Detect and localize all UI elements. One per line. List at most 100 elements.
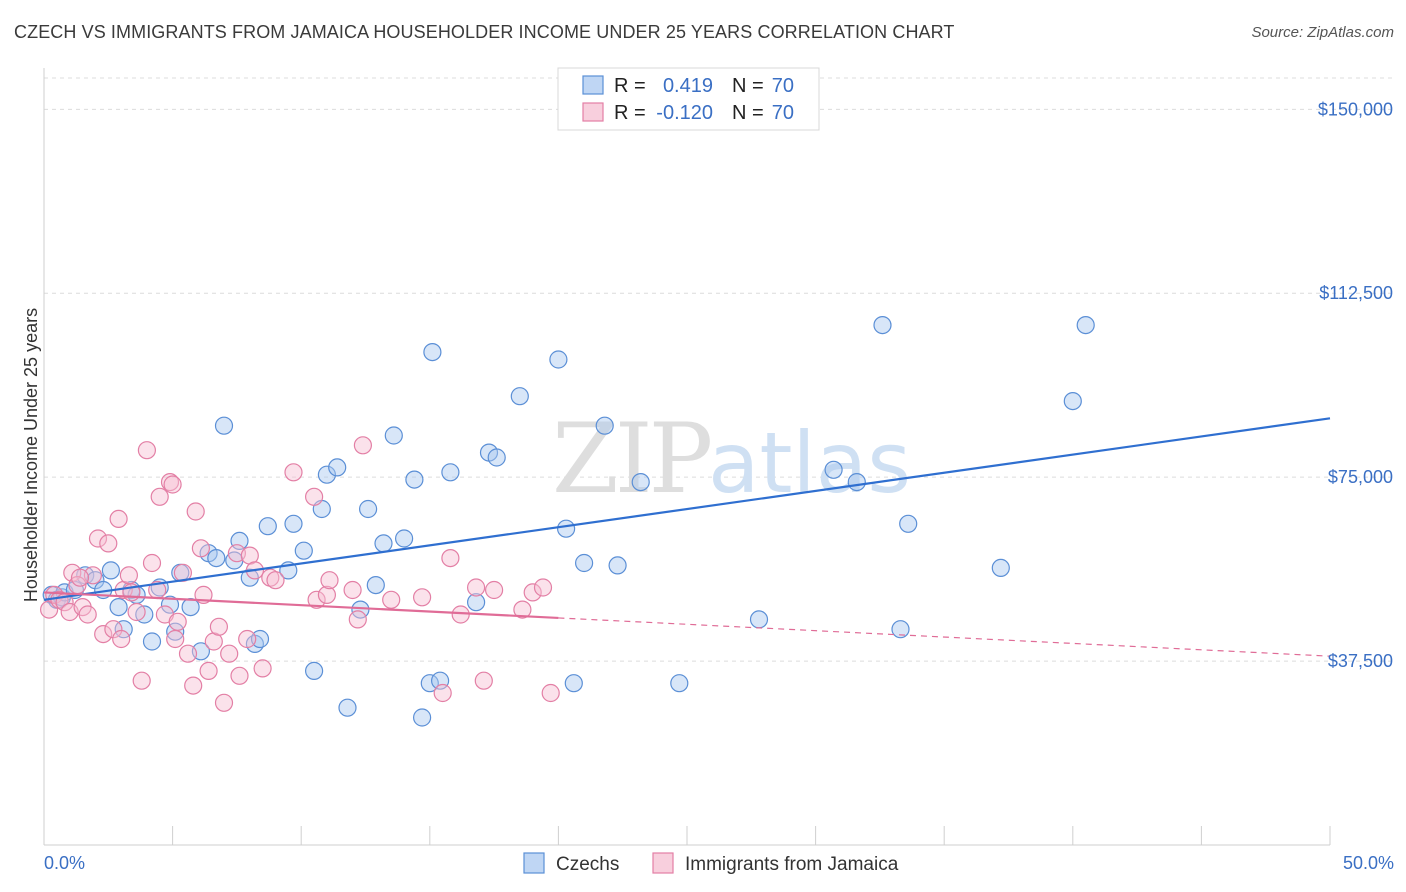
bottom-legend-swatch [523, 852, 545, 874]
jamaica-point [441, 548, 460, 568]
legend-swatch [582, 102, 604, 122]
jamaica-point [533, 578, 553, 597]
czechs-point [284, 514, 303, 533]
czechs-point [873, 316, 892, 335]
jamaica-point [166, 629, 185, 649]
czechs-point [564, 674, 583, 693]
series-legend: Czechs Immigrants from Jamaica [523, 852, 899, 875]
legend-r-label: R = [614, 102, 646, 124]
jamaica-point [186, 502, 205, 521]
czechs-point [214, 416, 234, 435]
source-credit: Source: ZipAtlas.com [1251, 24, 1394, 41]
jamaica-point [99, 534, 118, 553]
jamaica-point [230, 666, 249, 685]
x-tick-label-min: 0.0% [44, 853, 85, 873]
jamaica-trend-line [43, 591, 559, 620]
jamaica-point [433, 683, 452, 703]
czechs-point [1063, 392, 1082, 411]
czechs-point [549, 350, 568, 369]
czechs-point [608, 556, 627, 575]
jamaica-point [119, 566, 138, 585]
czechs-point [207, 548, 226, 568]
jamaica-point [305, 487, 324, 506]
jamaica-point [112, 629, 131, 649]
czechs-point [899, 514, 918, 533]
czechs-point [384, 426, 403, 445]
legend-n-value: 70 [772, 102, 794, 124]
czechs-point [423, 343, 442, 362]
jamaica-point [317, 585, 336, 605]
czechs-point [142, 632, 162, 651]
jamaica-point [163, 475, 182, 494]
series-jamaica-points [39, 436, 560, 712]
jamaica-point [150, 487, 169, 506]
jamaica-trend-line-dashed [558, 617, 1331, 657]
jamaica-point [184, 676, 203, 695]
jamaica-point [343, 580, 362, 600]
czechs-point [338, 698, 357, 717]
czechs-point [317, 465, 336, 484]
czechs-point [328, 458, 347, 477]
jamaica-point [523, 583, 542, 602]
y-tick-label: $37,500 [1328, 651, 1393, 671]
czechs-point [101, 561, 121, 580]
bottom-legend-swatch [652, 852, 674, 874]
czechs-point [305, 661, 324, 681]
czechs-point [395, 529, 414, 548]
jamaica-point [253, 659, 272, 678]
jamaica-point [94, 624, 113, 644]
watermark-atlas: atlas [708, 414, 911, 512]
trend-lines [43, 417, 1331, 657]
jamaica-point [78, 605, 97, 624]
jamaica-point [132, 671, 151, 690]
czechs-point [991, 558, 1010, 578]
jamaica-point [451, 605, 470, 624]
legend-swatch [582, 75, 604, 95]
legend-n-label: N = [732, 75, 764, 97]
czechs-point [595, 416, 614, 435]
jamaica-point [238, 629, 257, 649]
czechs-point [86, 571, 105, 590]
jamaica-point [70, 568, 90, 587]
y-tick-label: $75,000 [1328, 467, 1393, 487]
czechs-point [359, 499, 378, 519]
czechs-point [487, 448, 506, 467]
jamaica-point [382, 590, 401, 609]
legend-r-value: 0.419 [663, 75, 713, 97]
czechs-point [250, 629, 270, 649]
czechs-point [374, 534, 393, 553]
jamaica-point [266, 571, 285, 590]
jamaica-point [320, 571, 339, 590]
legend-r-label: R = [614, 75, 646, 97]
czechs-point [631, 473, 650, 492]
jamaica-point [541, 683, 560, 703]
jamaica-point [467, 578, 486, 597]
jamaica-point [220, 644, 239, 663]
jamaica-point [191, 539, 210, 558]
czechs-point [847, 473, 866, 492]
czechs-point [109, 597, 128, 617]
jamaica-point [214, 693, 234, 712]
chart-title: CZECH VS IMMIGRANTS FROM JAMAICA HOUSEHO… [14, 22, 955, 42]
czechs-point [405, 470, 424, 489]
czechs-point [413, 708, 432, 727]
legend-n-value: 70 [772, 75, 794, 97]
jamaica-point [353, 436, 372, 455]
czechs-point [556, 519, 576, 538]
jamaica-point [199, 661, 218, 681]
series-czechs-points [42, 316, 1095, 727]
czechs-point [467, 593, 486, 612]
jamaica-point [513, 600, 532, 619]
watermark-zip: ZIP [552, 403, 711, 515]
czechs-point [294, 541, 313, 560]
jamaica-point [104, 620, 123, 639]
jamaica-point [137, 441, 156, 460]
axes [43, 68, 1331, 846]
jamaica-point [413, 588, 432, 607]
jamaica-point [88, 529, 108, 548]
x-tick-label-max: 50.0% [1343, 853, 1394, 873]
y-tick-label: $112,500 [1319, 283, 1393, 303]
czechs-point [574, 553, 594, 573]
